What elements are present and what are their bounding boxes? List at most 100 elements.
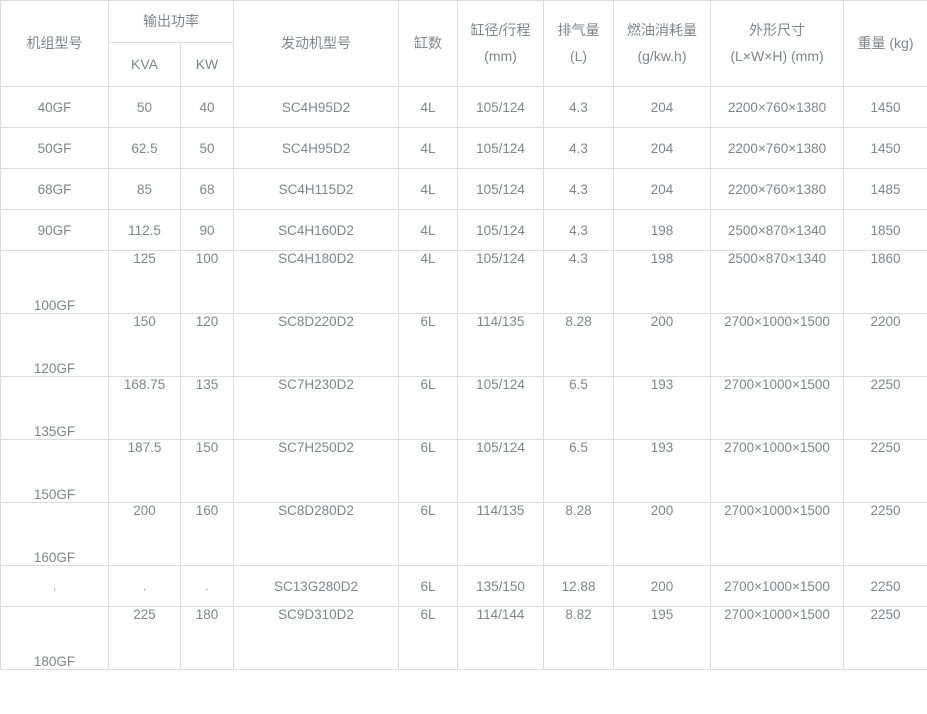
column-header-displacement-label: 排气量 <box>557 22 600 39</box>
cell-displacement: 4.3 <box>543 86 614 128</box>
cell-dimensions: 2700×1000×1500 <box>710 606 844 670</box>
cell-cylinders: 4L <box>398 168 458 210</box>
cell-engine-model: SC4H115D2 <box>233 168 399 210</box>
cell-model: 180GF <box>0 606 109 670</box>
cell-dimensions: 2700×1000×1500 <box>710 502 844 566</box>
cell-displacement: 4.3 <box>543 209 614 251</box>
cell-kva: 168.75 <box>108 376 181 440</box>
cell-displacement: 4.3 <box>543 168 614 210</box>
cell-kva: . <box>108 565 181 607</box>
cell-bore-stroke: 135/150 <box>457 565 544 607</box>
cell-engine-model: SC4H180D2 <box>233 250 399 314</box>
column-header-bore-stroke-unit: (mm) <box>484 48 517 64</box>
cell-displacement: 4.3 <box>543 127 614 169</box>
cell-model: 150GF <box>0 439 109 503</box>
column-header-displacement-unit: (L) <box>569 48 588 64</box>
cell-engine-model: SC7H250D2 <box>233 439 399 503</box>
cell-model: . <box>0 565 109 607</box>
cell-kva: 112.5 <box>108 209 181 251</box>
column-header-cylinders: 缸数 <box>398 0 458 87</box>
table-row: 160GF 200 160 SC8D280D2 6L 114/135 8.28 200 2700… <box>0 502 927 566</box>
cell-kw: 100 <box>180 250 234 314</box>
cell-weight: 2200 <box>843 313 927 377</box>
column-header-bore-stroke-label: 缸径/行程 <box>470 22 531 39</box>
header-row-secondary: KVA KW <box>1 42 927 87</box>
cell-weight: 1485 <box>843 168 927 210</box>
table-row: ... SC13G280D2 6L 135/150 12.88 200 2700×1000×… <box>0 565 927 607</box>
cell-bore-stroke: 105/124 <box>457 127 544 169</box>
column-header-kva: KVA <box>108 42 181 87</box>
cell-dimensions: 2700×1000×1500 <box>710 565 844 607</box>
cell-bore-stroke: 105/124 <box>457 250 544 314</box>
cell-kw: . <box>180 565 234 607</box>
cell-fuel-consumption: 198 <box>613 209 711 251</box>
cell-displacement: 8.28 <box>543 502 614 566</box>
cell-cylinders: 6L <box>398 606 458 670</box>
cell-fuel-consumption: 200 <box>613 313 711 377</box>
cell-kw: 135 <box>180 376 234 440</box>
cell-bore-stroke: 105/124 <box>457 168 544 210</box>
cell-cylinders: 6L <box>398 565 458 607</box>
table-row: 50GF 62.5 50 SC4H95D2 4L 105/124 4.3 204 2200×76… <box>0 127 927 169</box>
column-header-weight: 重量 (kg) <box>843 0 927 87</box>
cell-bore-stroke: 114/135 <box>457 502 544 566</box>
cell-weight: 1860 <box>843 250 927 314</box>
cell-fuel-consumption: 198 <box>613 250 711 314</box>
cell-kva: 125 <box>108 250 181 314</box>
header-row-primary: 机组型号 输出功率 发动机型号 缸数 缸径/行程 (mm) 排气量 (L) 燃油… <box>0 0 927 87</box>
cell-bore-stroke: 105/124 <box>457 209 544 251</box>
column-header-kw: KW <box>180 42 234 87</box>
cell-kw: 160 <box>180 502 234 566</box>
cell-dimensions: 2200×760×1380 <box>710 127 844 169</box>
cell-engine-model: SC13G280D2 <box>233 565 399 607</box>
cell-kva: 85 <box>108 168 181 210</box>
cell-weight: 2250 <box>843 565 927 607</box>
cell-dimensions: 2700×1000×1500 <box>710 376 844 440</box>
column-header-dimensions-label: 外形尺寸 <box>749 22 805 39</box>
cell-model: 50GF <box>0 127 109 169</box>
cell-cylinders: 4L <box>398 86 458 128</box>
cell-cylinders: 6L <box>398 502 458 566</box>
column-header-output-power: 输出功率 <box>108 0 234 43</box>
table-row: 120GF 150 120 SC8D220D2 6L 114/135 8.28 200 2700… <box>0 313 927 377</box>
table-row: 135GF 168.75 135 SC7H230D2 6L 105/124 6.5 193 27… <box>0 376 927 440</box>
cell-dimensions: 2700×1000×1500 <box>710 313 844 377</box>
cell-kw: 50 <box>180 127 234 169</box>
cell-model: 120GF <box>0 313 109 377</box>
table-row: 180GF 225 180 SC9D310D2 6L 114/144 8.82 195 2700… <box>0 606 927 670</box>
cell-bore-stroke: 105/124 <box>457 86 544 128</box>
cell-displacement: 8.82 <box>543 606 614 670</box>
cell-weight: 2250 <box>843 439 927 503</box>
cell-kva: 50 <box>108 86 181 128</box>
cell-weight: 2250 <box>843 606 927 670</box>
cell-fuel-consumption: 204 <box>613 168 711 210</box>
cell-kw: 120 <box>180 313 234 377</box>
column-header-displacement: 排气量 (L) <box>543 0 614 87</box>
cell-engine-model: SC4H95D2 <box>233 86 399 128</box>
cell-weight: 2250 <box>843 376 927 440</box>
cell-dimensions: 2200×760×1380 <box>710 86 844 128</box>
table-header: 机组型号 输出功率 发动机型号 缸数 缸径/行程 (mm) 排气量 (L) 燃油… <box>0 0 927 87</box>
table-row: 150GF 187.5 150 SC7H250D2 6L 105/124 6.5 193 270… <box>0 439 927 503</box>
column-header-fuel-consumption-label: 燃油消耗量 <box>627 22 697 39</box>
column-header-fuel-consumption: 燃油消耗量 (g/kw.h) <box>613 0 711 87</box>
table-row: 40GF 50 40 SC4H95D2 4L 105/124 4.3 204 2200×760×… <box>0 86 927 128</box>
cell-displacement: 12.88 <box>543 565 614 607</box>
cell-weight: 1450 <box>843 86 927 128</box>
cell-bore-stroke: 105/124 <box>457 376 544 440</box>
table-body: 40GF 50 40 SC4H95D2 4L 105/124 4.3 204 2200×760×… <box>0 86 927 670</box>
cell-weight: 1850 <box>843 209 927 251</box>
cell-fuel-consumption: 195 <box>613 606 711 670</box>
cell-cylinders: 6L <box>398 439 458 503</box>
cell-displacement: 4.3 <box>543 250 614 314</box>
table-row: 90GF 112.5 90 SC4H160D2 4L 105/124 4.3 198 2500×… <box>0 209 927 251</box>
cell-displacement: 6.5 <box>543 376 614 440</box>
cell-fuel-consumption: 200 <box>613 502 711 566</box>
cell-fuel-consumption: 204 <box>613 127 711 169</box>
cell-engine-model: SC9D310D2 <box>233 606 399 670</box>
cell-engine-model: SC8D280D2 <box>233 502 399 566</box>
cell-engine-model: SC4H160D2 <box>233 209 399 251</box>
cell-cylinders: 4L <box>398 127 458 169</box>
cell-cylinders: 4L <box>398 209 458 251</box>
cell-kva: 62.5 <box>108 127 181 169</box>
